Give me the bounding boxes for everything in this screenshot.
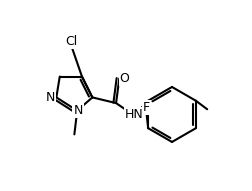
- Text: O: O: [119, 72, 129, 85]
- Text: HN: HN: [124, 108, 143, 121]
- Text: N: N: [46, 91, 55, 104]
- Text: N: N: [73, 104, 82, 117]
- Text: F: F: [143, 101, 150, 114]
- Text: Cl: Cl: [65, 35, 77, 48]
